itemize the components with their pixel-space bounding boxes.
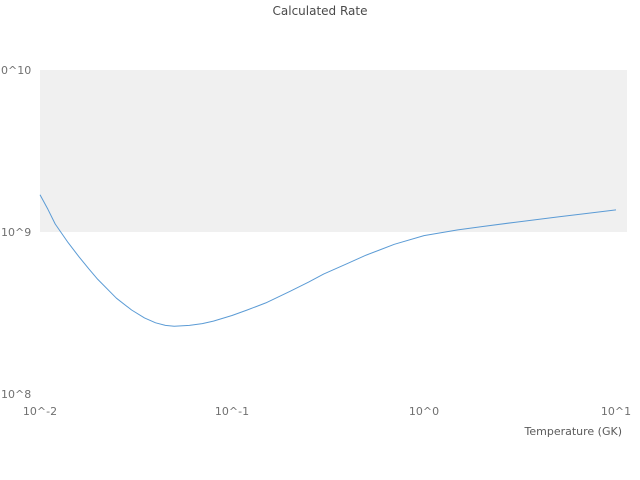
x-tick-label: 10^0 (409, 405, 439, 418)
x-tick-label: 10^1 (601, 405, 631, 418)
x-tick-label: 10^-2 (23, 405, 57, 418)
decade-band (40, 70, 627, 232)
y-tick-label: 10^9 (1, 226, 31, 239)
x-axis-label: Temperature (GK) (524, 425, 623, 438)
chart-title: Calculated Rate (272, 4, 368, 18)
x-tick-label: 10^-1 (215, 405, 249, 418)
series-line-calculated-rate (39, 194, 617, 327)
y-tick-label: 0^10 (1, 64, 31, 77)
y-tick-label: 10^8 (1, 388, 31, 401)
